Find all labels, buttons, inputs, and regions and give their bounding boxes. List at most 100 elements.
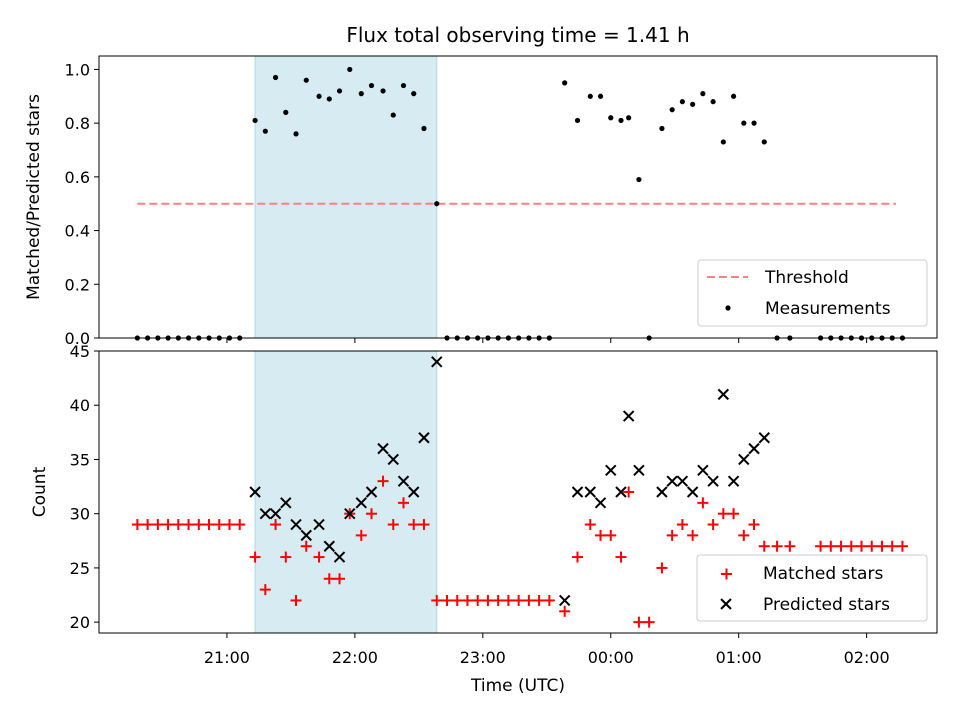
- measurement-point: [720, 139, 726, 145]
- matched-star-point: [633, 616, 645, 628]
- matched-star-point: [223, 519, 235, 531]
- measurement-point: [326, 96, 332, 102]
- matched-star-point: [728, 508, 740, 520]
- measurement-point: [574, 117, 581, 124]
- matched-star-point: [533, 594, 545, 606]
- matched-star-point: [213, 519, 225, 531]
- measurement-point: [347, 66, 353, 73]
- matched-star-point: [461, 594, 473, 606]
- matched-star-point: [323, 573, 335, 585]
- matched-star-point: [472, 594, 484, 606]
- bottom-x-tick-label: 22:00: [332, 648, 378, 667]
- measurement-point: [669, 107, 675, 113]
- measurement-point: [626, 115, 632, 121]
- predicted-star-point: [707, 475, 719, 487]
- matched-star-point: [203, 519, 215, 531]
- matched-star-point: [431, 594, 443, 606]
- top-y-axis-label: Matched/Predicted stars: [24, 94, 44, 300]
- matched-star-point: [758, 540, 770, 552]
- matched-star-point: [748, 519, 760, 531]
- matched-star-point: [656, 562, 668, 574]
- top-legend-box: [697, 259, 928, 327]
- matched-star-point: [441, 594, 453, 606]
- measurement-point: [618, 117, 624, 124]
- predicted-star-point: [633, 464, 645, 477]
- predicted-star-point: [355, 497, 367, 509]
- predicted-star-point: [333, 551, 346, 563]
- measurement-point: [730, 93, 737, 99]
- predicted-stars-legend-label: Predicted stars: [763, 595, 890, 615]
- measurement-point: [751, 120, 757, 126]
- bottom-y-tick-label: 40: [70, 396, 90, 415]
- top-y-tick-label: 0.2: [65, 275, 90, 294]
- matched-star-point: [313, 551, 325, 563]
- matched-stars-legend-swatch: [721, 568, 732, 580]
- predicted-star-point: [387, 453, 399, 466]
- matched-star-point: [605, 529, 617, 541]
- top-y-tick-label: 0.4: [65, 222, 90, 241]
- threshold-legend-label: Threshold: [764, 268, 849, 288]
- matched-star-point: [643, 616, 655, 628]
- bottom-y-tick-label: 20: [70, 613, 90, 632]
- predicted-star-point: [758, 432, 770, 444]
- measurement-point: [434, 201, 440, 207]
- matched-star-point: [162, 519, 174, 531]
- matched-star-point: [397, 497, 409, 509]
- measurement-point: [380, 88, 386, 94]
- measurement-point: [336, 88, 343, 94]
- measurements-legend-swatch: [725, 305, 731, 311]
- predicted-star-point: [571, 486, 584, 498]
- predicted-star-point: [676, 475, 689, 487]
- bottom-y-tick-label: 25: [70, 559, 90, 578]
- matched-star-point: [835, 540, 847, 552]
- matched-star-point: [290, 594, 302, 606]
- predicted-star-point: [605, 464, 617, 477]
- predicted-star-point: [666, 475, 678, 487]
- measurement-point: [562, 80, 568, 86]
- top-legend: Threshold Measurements: [697, 259, 928, 327]
- measurement-point: [636, 176, 642, 183]
- measurements-legend-label: Measurements: [765, 299, 891, 319]
- bottom-legend-box: [696, 554, 928, 622]
- matched-star-point: [866, 540, 878, 552]
- matched-star-point: [418, 519, 430, 531]
- matched-star-point: [771, 540, 783, 552]
- matched-star-point: [249, 551, 261, 563]
- predicted-star-point: [748, 442, 760, 455]
- measurement-point: [741, 120, 747, 126]
- matched-star-point: [717, 508, 729, 520]
- predicted-star-point: [594, 497, 607, 509]
- matched-star-point: [183, 519, 195, 531]
- bottom-x-tick-label: 01:00: [716, 648, 762, 667]
- matched-star-point: [543, 594, 555, 606]
- bottom-y-axis-label: Count: [30, 466, 50, 517]
- predicted-star-point: [377, 442, 389, 455]
- measurement-point: [293, 131, 299, 137]
- matched-star-point: [784, 540, 796, 552]
- measurement-point: [597, 93, 604, 99]
- predicted-star-point: [313, 518, 325, 531]
- matched-star-point: [408, 519, 420, 531]
- bottom-x-tick-label: 23:00: [460, 648, 506, 667]
- measurement-point: [679, 99, 686, 105]
- bottom-x-tick-label: 02:00: [844, 648, 890, 667]
- predicted-star-point: [408, 486, 420, 498]
- matched-star-point: [584, 519, 596, 531]
- measurement-point: [659, 125, 665, 132]
- predicted-star-point: [727, 475, 740, 487]
- bottom-plot-frame: [98, 350, 938, 634]
- matched-star-point: [334, 573, 346, 585]
- matched-star-point: [623, 486, 635, 498]
- x-axis-label: Time (UTC): [470, 676, 565, 696]
- measurement-point: [390, 112, 396, 118]
- matched-star-point: [387, 519, 399, 531]
- matched-star-point: [687, 529, 699, 541]
- measurement-point: [358, 91, 364, 97]
- matched-star-point: [451, 594, 463, 606]
- measurement-point: [252, 117, 258, 124]
- bottom-legend: Matched stars Predicted stars: [696, 554, 928, 622]
- predicted-star-point: [686, 486, 699, 498]
- matched-star-point: [697, 497, 709, 509]
- top-y-tick-label: 1.0: [65, 60, 90, 79]
